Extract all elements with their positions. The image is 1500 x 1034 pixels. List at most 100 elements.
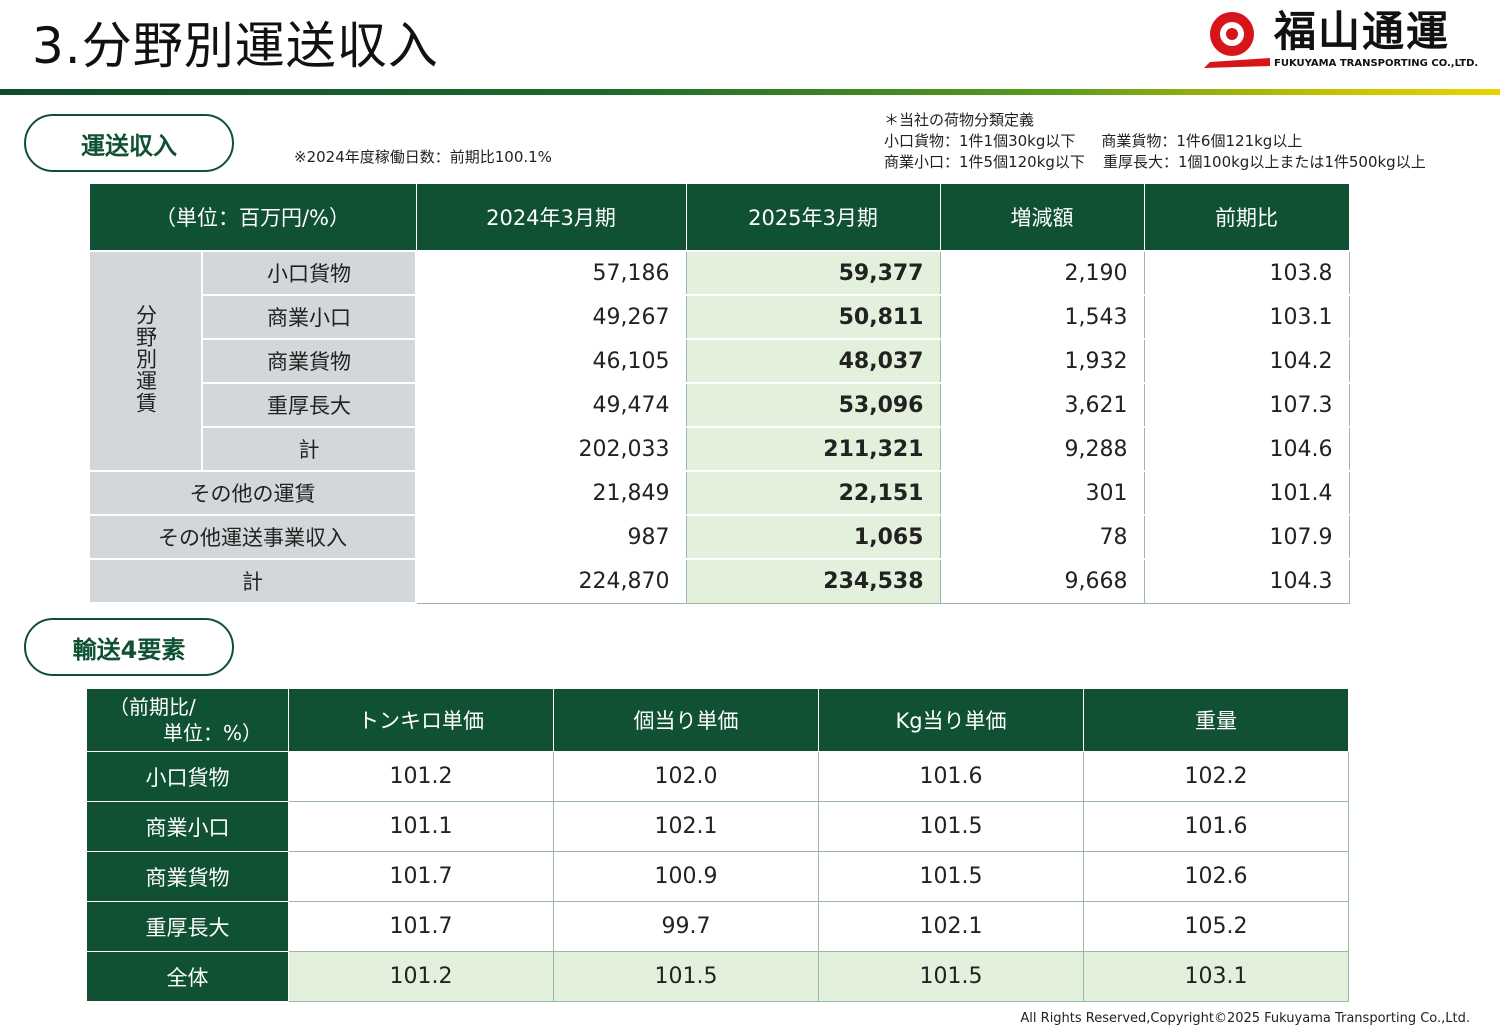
cell-diff: 9,668 [939,558,1145,604]
column-header-diff: 増減額 [939,183,1145,252]
header-divider [0,89,1500,95]
cell-fy2024: 57,186 [415,250,687,296]
cell-fy2024: 49,267 [415,294,687,340]
cell-fy2024: 202,033 [415,426,687,472]
cell-fy2024: 987 [415,514,687,560]
cell-value: 101.2 [288,951,554,1002]
cell-ratio: 104.2 [1143,338,1350,384]
cell-diff: 2,190 [939,250,1145,296]
cell-fy2025: 59,377 [685,250,941,296]
cell-fy2025: 48,037 [685,338,941,384]
cell-fy2025: 234,538 [685,558,941,604]
cell-value: 101.5 [818,801,1084,852]
row-label: 小口貨物 [201,250,417,296]
cell-value: 101.5 [553,951,819,1002]
revenue-table: （単位：百万円/%） 2024年3月期 2025年3月期 増減額 前期比 分野別… [88,183,1350,604]
cell-value: 102.1 [553,801,819,852]
table-row: 商業小口 49,267 50,811 1,543 103.1 [89,294,1350,340]
definition-shogyo-kamotsu: 商業貨物：1件6個121kg以上 [1101,132,1303,150]
cell-fy2025: 50,811 [685,294,941,340]
table-row: 重厚長大 101.7 99.7 102.1 105.2 [86,901,1349,952]
cell-value: 101.6 [818,751,1084,802]
cell-value: 101.1 [288,801,554,852]
definitions-heading: ＊当社の荷物分類定義 [884,111,1035,129]
corner-line-2: 単位：%） [163,721,263,745]
row-label: 商業小口 [86,801,289,852]
cell-ratio: 101.4 [1143,470,1350,516]
cargo-definitions: ＊当社の荷物分類定義 小口貨物：1件1個30kg以下 商業貨物：1件6個121kg… [884,110,1426,173]
row-label: その他の運賃 [88,470,417,516]
table-row: その他運送事業収入 987 1,065 78 107.9 [88,514,1350,560]
cell-value: 100.9 [553,851,819,902]
cell-value: 102.6 [1083,851,1349,902]
cell-value: 105.2 [1083,901,1349,952]
company-logo: 福山通運 FUKUYAMA TRANSPORTING CO.,LTD. [1196,6,1486,74]
cell-ratio: 103.8 [1143,250,1350,296]
table-header-row: （前期比/ 単位：%） トンキロ単価 個当り単価 Kg当り単価 重量 [86,688,1349,752]
column-header-unit: （単位：百万円/%） [88,183,417,252]
cell-fy2024: 224,870 [415,558,687,604]
table-row-total: 計 224,870 234,538 9,668 104.3 [88,558,1350,604]
table-row: 分野別運賃 小口貨物 57,186 59,377 2,190 103.8 [88,250,1350,472]
cell-fy2025: 211,321 [685,426,941,472]
table-row: 重厚長大 49,474 53,096 3,621 107.3 [89,382,1350,428]
cell-fy2025: 1,065 [685,514,941,560]
cell-value: 101.7 [288,851,554,902]
logo-subtext: FUKUYAMA TRANSPORTING CO.,LTD. [1274,58,1479,69]
column-header-ton-km-price: トンキロ単価 [288,688,554,752]
column-header-per-piece-price: 個当り単価 [553,688,819,752]
cell-ratio: 107.3 [1143,382,1350,428]
column-header-fy2025: 2025年3月期 [685,183,941,252]
row-label: 重厚長大 [201,382,417,428]
cell-value: 101.6 [1083,801,1349,852]
four-elements-table: （前期比/ 単位：%） トンキロ単価 個当り単価 Kg当り単価 重量 小口貨物 … [86,688,1349,1002]
cell-value: 101.5 [818,851,1084,902]
corner-line-1: （前期比/ [109,695,196,719]
definition-koguchi: 小口貨物：1件1個30kg以下 [884,132,1076,150]
cell-value: 101.7 [288,901,554,952]
row-label: 全体 [86,951,289,1002]
cell-diff: 3,621 [939,382,1145,428]
column-header-weight: 重量 [1083,688,1349,752]
cell-diff: 1,932 [939,338,1145,384]
logo-mark-icon [1204,12,1270,68]
table-row: 商業小口 101.1 102.1 101.5 101.6 [86,801,1349,852]
row-label: 商業貨物 [201,338,417,384]
column-header-ratio: 前期比 [1143,183,1350,252]
table-row: その他の運賃 21,849 22,151 301 101.4 [88,470,1350,516]
cell-value: 102.2 [1083,751,1349,802]
cell-ratio: 103.1 [1143,294,1350,340]
cell-value: 101.5 [818,951,1084,1002]
copyright-footer: All Rights Reserved,Copyright©2025 Fukuy… [1020,1011,1470,1026]
row-label: 計 [201,426,417,472]
cell-ratio: 107.9 [1143,514,1350,560]
row-label: 重厚長大 [86,901,289,952]
cell-fy2025: 53,096 [685,382,941,428]
logo-text: 福山通運 [1274,7,1451,56]
cell-ratio: 104.3 [1143,558,1350,604]
cell-ratio: 104.6 [1143,426,1350,472]
column-header-corner: （前期比/ 単位：%） [86,688,289,752]
section-pill-four-elements: 輸送4要素 [24,618,234,676]
row-label: 小口貨物 [86,751,289,802]
working-days-note: ※2024年度稼働日数：前期比100.1% [294,148,552,166]
group-label-text: 分野別運賃 [133,304,158,414]
cell-value: 103.1 [1083,951,1349,1002]
cell-diff: 78 [939,514,1145,560]
table-header-row: （単位：百万円/%） 2024年3月期 2025年3月期 増減額 前期比 [88,183,1350,252]
table-row: 商業貨物 101.7 100.9 101.5 102.6 [86,851,1349,902]
page-title: 3.分野別運送収入 [32,17,439,75]
column-header-fy2024: 2024年3月期 [415,183,687,252]
cell-fy2024: 46,105 [415,338,687,384]
row-label: 計 [88,558,417,604]
definition-juko-chodai: 重厚長大：1個100kg以上または1件500kg以上 [1102,153,1426,171]
cell-value: 101.2 [288,751,554,802]
cell-value: 102.1 [818,901,1084,952]
row-label: その他運送事業収入 [88,514,417,560]
group-label-by-field: 分野別運賃 [88,250,203,472]
definition-shogyo-koguchi: 商業小口：1件5個120kg以下 [884,153,1085,171]
row-label: 商業貨物 [86,851,289,902]
cell-value: 102.0 [553,751,819,802]
table-row-total: 全体 101.2 101.5 101.5 103.1 [86,951,1349,1002]
cell-fy2024: 21,849 [415,470,687,516]
